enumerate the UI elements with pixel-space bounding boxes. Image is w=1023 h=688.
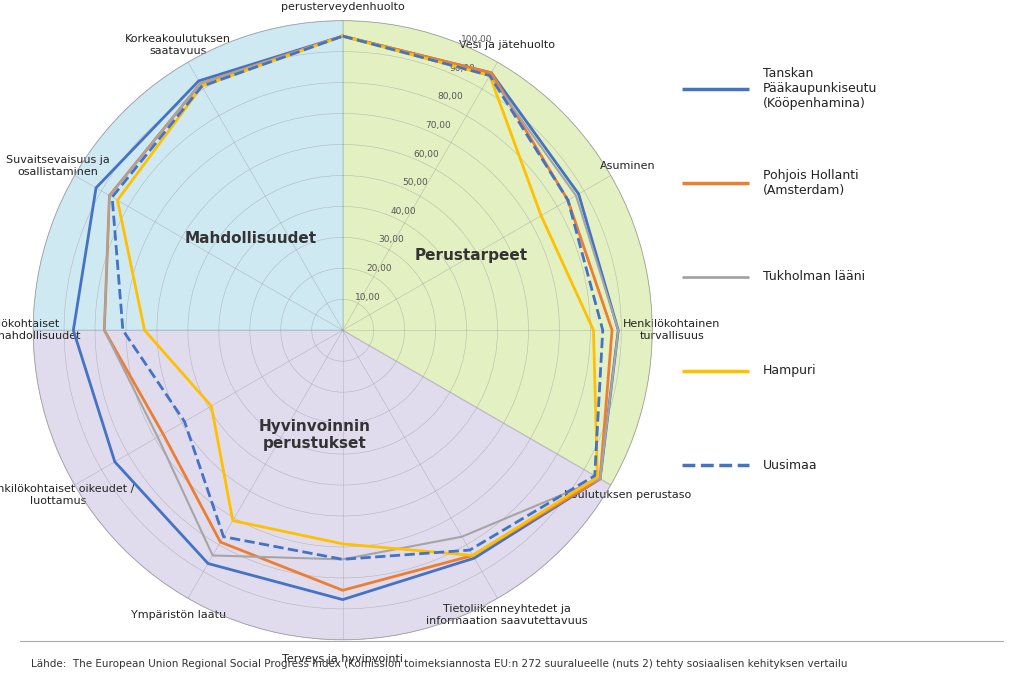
Text: Uusimaa: Uusimaa [763,459,817,471]
Text: Lähde:  The European Union Regional Social Progress Index (Komission toimeksiann: Lähde: The European Union Regional Socia… [31,659,847,669]
Polygon shape [33,21,343,330]
Polygon shape [343,21,653,485]
Text: Hyvinvoinnin
perustukset: Hyvinvoinnin perustukset [259,419,370,451]
Text: Hampuri: Hampuri [763,365,816,378]
Text: Perustarpeet: Perustarpeet [415,248,528,264]
Text: Tanskan
Pääkaupunkiseutu
(Kööpenhamina): Tanskan Pääkaupunkiseutu (Kööpenhamina) [763,67,878,110]
Polygon shape [33,330,611,640]
Text: Pohjois Hollanti
(Amsterdam): Pohjois Hollanti (Amsterdam) [763,169,858,197]
Text: Mahdollisuudet: Mahdollisuudet [185,230,317,246]
Text: Tukholman lääni: Tukholman lääni [763,270,865,283]
